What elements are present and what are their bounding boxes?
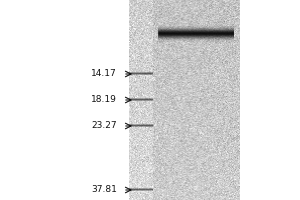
Text: 37.81: 37.81 (91, 186, 117, 194)
Text: 18.19: 18.19 (91, 96, 117, 104)
Text: 23.27: 23.27 (92, 121, 117, 130)
Text: 14.17: 14.17 (91, 70, 117, 78)
